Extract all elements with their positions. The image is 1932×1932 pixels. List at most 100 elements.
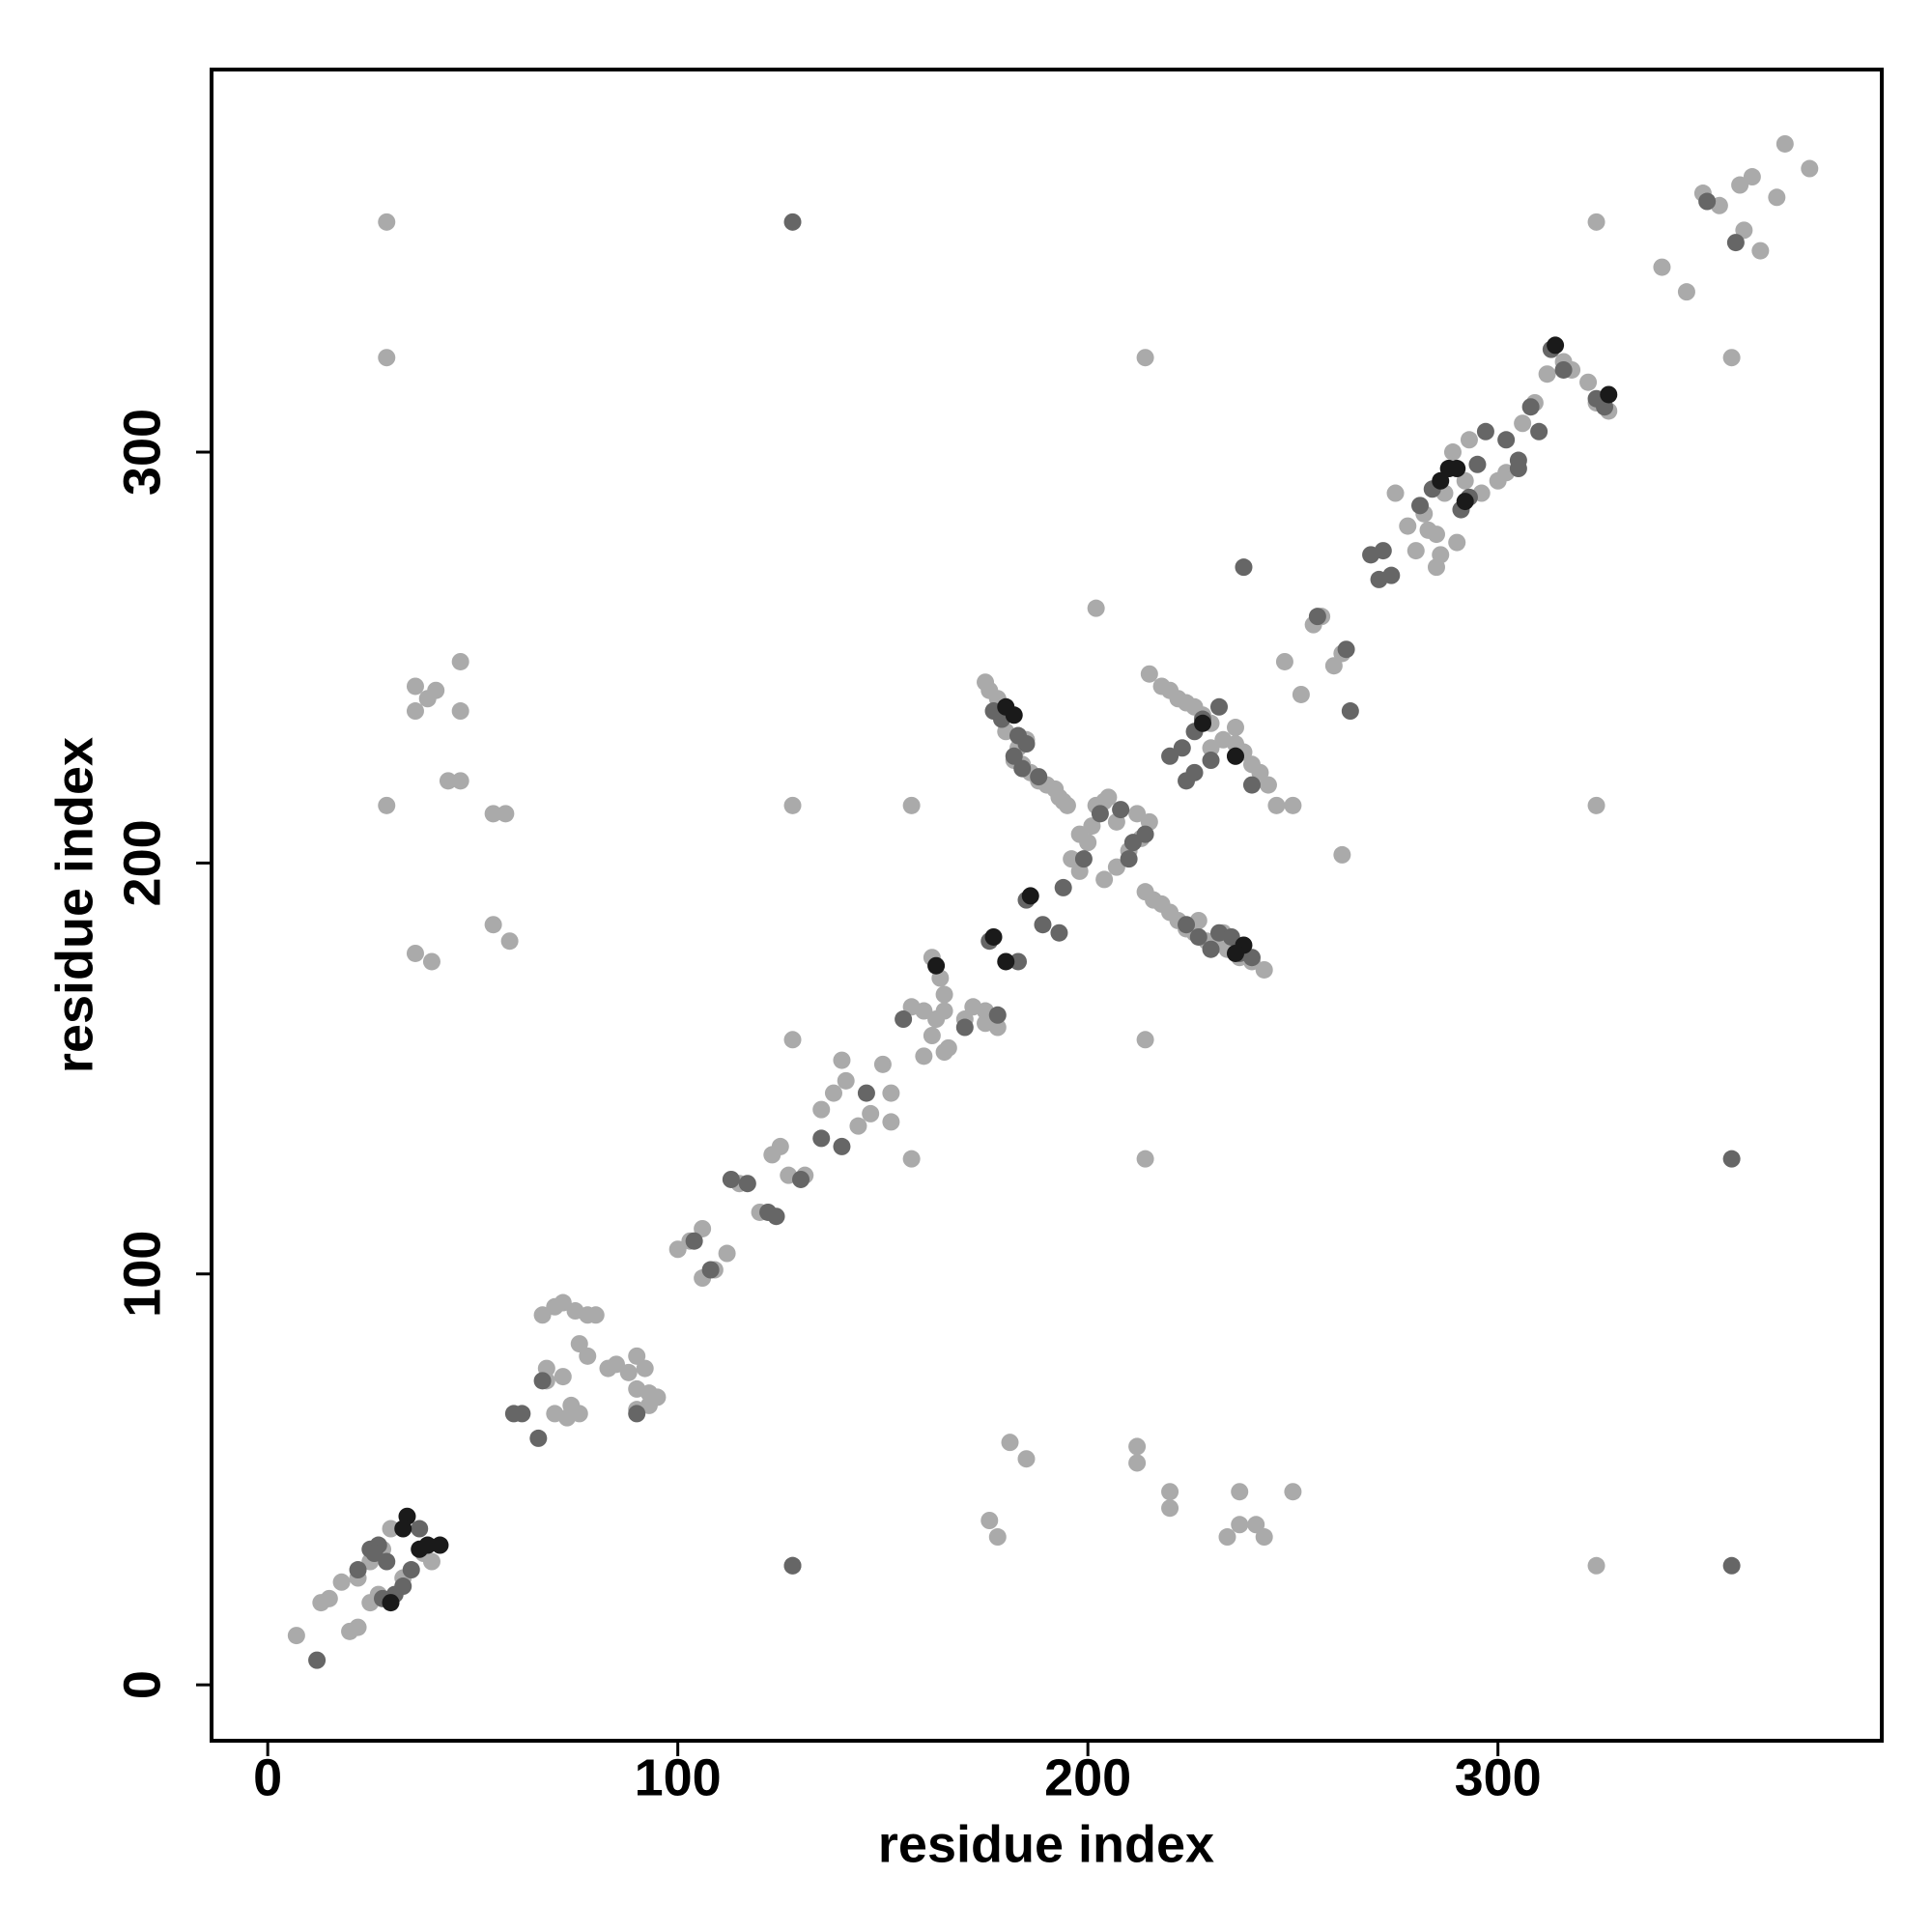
- point: [1497, 431, 1516, 449]
- point: [1123, 834, 1142, 852]
- point: [1255, 960, 1273, 979]
- point: [1231, 1516, 1249, 1534]
- x-axis-title: residue index: [878, 1815, 1214, 1873]
- point: [1743, 168, 1761, 186]
- point: [824, 1084, 842, 1102]
- y-tick-label: 200: [113, 819, 171, 906]
- point: [988, 1006, 1007, 1024]
- point: [418, 1536, 437, 1554]
- point: [1554, 360, 1573, 379]
- point: [349, 1561, 367, 1579]
- point: [1083, 817, 1101, 836]
- point: [382, 1520, 400, 1538]
- y-tick-label: 0: [113, 1670, 171, 1699]
- point: [1136, 1150, 1154, 1168]
- point: [1735, 221, 1753, 240]
- point: [1443, 443, 1462, 462]
- point: [529, 1429, 548, 1447]
- point: [1468, 455, 1487, 473]
- point: [1074, 850, 1093, 868]
- point: [1140, 665, 1158, 683]
- point: [1538, 365, 1556, 384]
- point: [1333, 845, 1351, 864]
- point: [308, 1651, 327, 1669]
- point: [668, 1240, 687, 1259]
- point: [1161, 747, 1179, 765]
- x-tick-label: 100: [635, 1748, 722, 1806]
- point: [394, 1577, 412, 1596]
- point: [1768, 188, 1786, 207]
- point: [1222, 927, 1240, 946]
- point: [1034, 916, 1052, 934]
- point: [607, 1355, 625, 1374]
- point: [980, 1511, 999, 1529]
- point: [287, 1627, 305, 1645]
- point: [1587, 1556, 1605, 1575]
- point: [1801, 159, 1819, 178]
- point: [1136, 349, 1154, 367]
- point: [1226, 944, 1244, 962]
- point: [1267, 796, 1286, 814]
- point: [378, 213, 396, 231]
- point: [402, 1561, 420, 1579]
- point: [1600, 385, 1618, 404]
- point: [1308, 608, 1326, 626]
- point: [1386, 484, 1405, 502]
- point: [451, 652, 469, 670]
- point: [406, 944, 424, 962]
- point: [1063, 850, 1081, 868]
- point: [1251, 763, 1269, 781]
- point: [378, 349, 396, 367]
- point: [694, 1219, 712, 1237]
- y-axis-title: residue index: [45, 737, 103, 1073]
- point: [639, 1396, 658, 1414]
- point: [882, 1084, 900, 1102]
- point: [1050, 923, 1068, 942]
- point: [1259, 776, 1277, 794]
- point: [935, 1043, 953, 1062]
- point: [1530, 422, 1548, 440]
- point: [837, 1071, 855, 1090]
- point: [365, 1545, 384, 1563]
- point: [902, 1150, 921, 1168]
- point: [1128, 805, 1147, 823]
- point: [1432, 471, 1450, 490]
- point: [1226, 747, 1244, 765]
- point: [1677, 283, 1695, 301]
- point: [1112, 801, 1130, 819]
- point: [1021, 887, 1039, 905]
- point: [1292, 685, 1310, 703]
- point: [1242, 776, 1261, 794]
- point: [1255, 1528, 1273, 1547]
- point: [513, 1405, 531, 1423]
- x-tick-label: 0: [253, 1748, 282, 1806]
- point: [1587, 213, 1605, 231]
- point: [935, 985, 953, 1004]
- point: [812, 1100, 831, 1119]
- point: [1030, 768, 1048, 786]
- point: [422, 952, 440, 971]
- point: [1202, 752, 1220, 770]
- point: [1653, 258, 1671, 276]
- point: [431, 1536, 449, 1554]
- point: [586, 1306, 605, 1324]
- point: [1173, 739, 1191, 757]
- point: [833, 1137, 851, 1155]
- point: [1087, 599, 1105, 617]
- point: [783, 796, 802, 814]
- point: [1128, 1454, 1147, 1472]
- point: [1017, 1450, 1036, 1468]
- point: [1337, 640, 1355, 659]
- point: [1247, 1516, 1265, 1534]
- y-tick-label: 100: [113, 1231, 171, 1318]
- point: [1514, 414, 1532, 433]
- point: [378, 796, 396, 814]
- point: [685, 1232, 703, 1250]
- point: [451, 702, 469, 721]
- point: [792, 1170, 810, 1188]
- point: [484, 805, 502, 823]
- point: [1399, 517, 1417, 535]
- point: [378, 1552, 396, 1571]
- point: [1509, 460, 1527, 478]
